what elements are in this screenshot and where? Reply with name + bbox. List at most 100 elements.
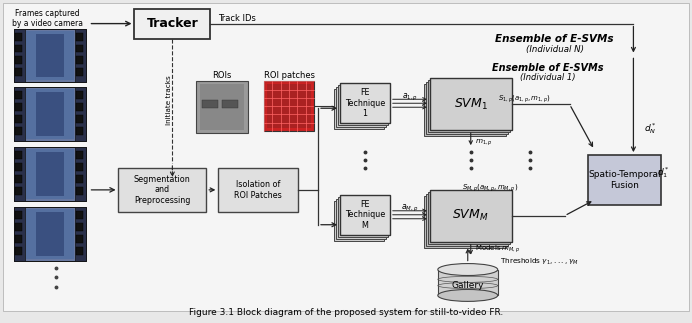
- Text: $S_{1,p}(a_{1,p},m_{1,p})$: $S_{1,p}(a_{1,p},m_{1,p})$: [498, 94, 551, 105]
- Bar: [336, 58, 626, 228]
- Bar: [430, 190, 511, 242]
- Bar: [15, 151, 22, 159]
- Bar: [338, 197, 388, 237]
- Text: ROIs: ROIs: [212, 71, 232, 80]
- Bar: [218, 168, 298, 212]
- Bar: [35, 34, 64, 78]
- Bar: [438, 269, 498, 296]
- Text: $a_{M,p}$: $a_{M,p}$: [401, 203, 419, 214]
- Bar: [340, 83, 390, 123]
- Bar: [76, 211, 83, 219]
- Text: (Individual N): (Individual N): [526, 45, 583, 54]
- Bar: [76, 91, 83, 99]
- Bar: [15, 68, 22, 76]
- Bar: [197, 81, 248, 133]
- Bar: [430, 78, 511, 130]
- Bar: [76, 115, 83, 123]
- Ellipse shape: [438, 289, 498, 301]
- Bar: [15, 175, 22, 183]
- Bar: [76, 187, 83, 195]
- Text: Track IDs: Track IDs: [218, 14, 256, 23]
- Text: ROI patches: ROI patches: [264, 71, 315, 80]
- Bar: [588, 155, 662, 205]
- Text: FE
Technique
1: FE Technique 1: [345, 89, 385, 118]
- Bar: [15, 115, 22, 123]
- Text: Spatio-Temporal
Fusion: Spatio-Temporal Fusion: [588, 170, 661, 190]
- FancyArrow shape: [662, 172, 686, 188]
- Bar: [26, 209, 73, 259]
- Bar: [15, 223, 22, 231]
- Bar: [35, 152, 64, 196]
- Bar: [76, 57, 83, 64]
- Text: $a_{1,p}$: $a_{1,p}$: [402, 92, 418, 103]
- Bar: [14, 87, 25, 141]
- Bar: [76, 247, 83, 255]
- Bar: [14, 28, 86, 82]
- Bar: [336, 87, 386, 127]
- Bar: [334, 89, 384, 129]
- Bar: [326, 28, 646, 302]
- Bar: [15, 57, 22, 64]
- Bar: [35, 212, 64, 255]
- Text: $d_1^*$: $d_1^*$: [657, 165, 670, 181]
- Bar: [202, 100, 218, 108]
- Bar: [26, 31, 73, 80]
- Bar: [76, 163, 83, 171]
- Bar: [428, 80, 510, 132]
- Bar: [336, 199, 386, 239]
- Bar: [14, 147, 86, 201]
- Bar: [14, 28, 25, 82]
- Bar: [15, 187, 22, 195]
- Bar: [26, 149, 73, 199]
- Text: Figure 3.1 Block diagram of the proposed system for still-to-video FR.: Figure 3.1 Block diagram of the proposed…: [189, 308, 503, 317]
- Bar: [428, 192, 510, 244]
- Bar: [15, 45, 22, 52]
- Bar: [35, 92, 64, 136]
- Text: Models $m_{M,p}$: Models $m_{M,p}$: [475, 244, 520, 255]
- Bar: [430, 78, 511, 130]
- Bar: [14, 207, 86, 261]
- Text: $d_N^*$: $d_N^*$: [644, 121, 657, 136]
- Bar: [14, 207, 25, 261]
- Bar: [15, 235, 22, 243]
- Ellipse shape: [438, 264, 498, 276]
- Bar: [338, 85, 388, 125]
- Bar: [26, 89, 73, 139]
- Text: Thresholds $\gamma_1,...,\gamma_M$: Thresholds $\gamma_1,...,\gamma_M$: [500, 256, 579, 267]
- Text: Ensemble of E-SVMs: Ensemble of E-SVMs: [495, 34, 614, 44]
- Text: FE
Technique
M: FE Technique M: [345, 200, 385, 230]
- Bar: [14, 87, 86, 141]
- Bar: [75, 207, 86, 261]
- Bar: [75, 87, 86, 141]
- Bar: [15, 211, 22, 219]
- Text: $m_{1,p}$: $m_{1,p}$: [475, 138, 493, 148]
- Text: $S_{M,p}(a_{M,p},m_{M,p})$: $S_{M,p}(a_{M,p},m_{M,p})$: [462, 182, 518, 193]
- FancyArrow shape: [648, 127, 676, 143]
- Bar: [334, 201, 384, 241]
- Bar: [267, 84, 311, 128]
- Bar: [340, 195, 390, 235]
- Bar: [15, 33, 22, 40]
- Bar: [222, 100, 238, 108]
- Bar: [134, 9, 210, 38]
- Bar: [75, 28, 86, 82]
- Text: Initiate tracks: Initiate tracks: [166, 75, 172, 125]
- Bar: [76, 151, 83, 159]
- Bar: [14, 147, 25, 201]
- Bar: [15, 163, 22, 171]
- Bar: [15, 91, 22, 99]
- Text: $SVM_M$: $SVM_M$: [453, 208, 489, 223]
- Text: $SVM_1$: $SVM_1$: [454, 97, 488, 112]
- Bar: [76, 68, 83, 76]
- Text: Segmentation
and
Preprocessing: Segmentation and Preprocessing: [134, 175, 191, 205]
- Bar: [340, 195, 390, 235]
- Bar: [76, 223, 83, 231]
- Bar: [76, 45, 83, 52]
- Text: Tracker: Tracker: [147, 17, 198, 30]
- Bar: [424, 196, 506, 248]
- Bar: [426, 82, 508, 134]
- Bar: [15, 103, 22, 111]
- Bar: [76, 127, 83, 135]
- Bar: [76, 175, 83, 183]
- Bar: [6, 21, 111, 302]
